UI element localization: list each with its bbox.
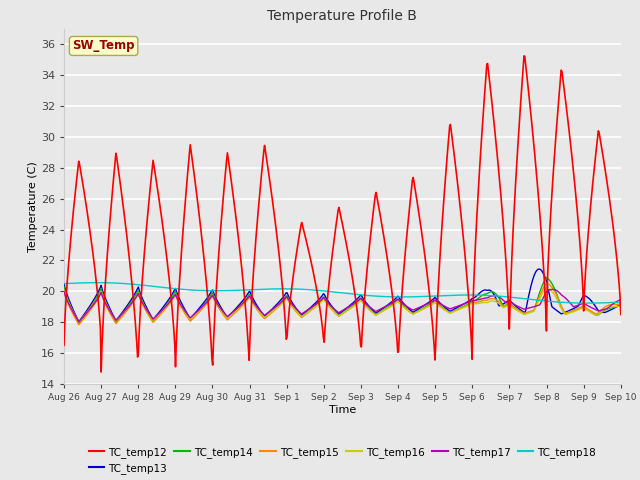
- Text: SW_Temp: SW_Temp: [72, 39, 135, 52]
- X-axis label: Time: Time: [329, 405, 356, 415]
- Legend: TC_temp12, TC_temp13, TC_temp14, TC_temp15, TC_temp16, TC_temp17, TC_temp18: TC_temp12, TC_temp13, TC_temp14, TC_temp…: [84, 443, 600, 478]
- Title: Temperature Profile B: Temperature Profile B: [268, 10, 417, 24]
- Y-axis label: Temperature (C): Temperature (C): [28, 161, 38, 252]
